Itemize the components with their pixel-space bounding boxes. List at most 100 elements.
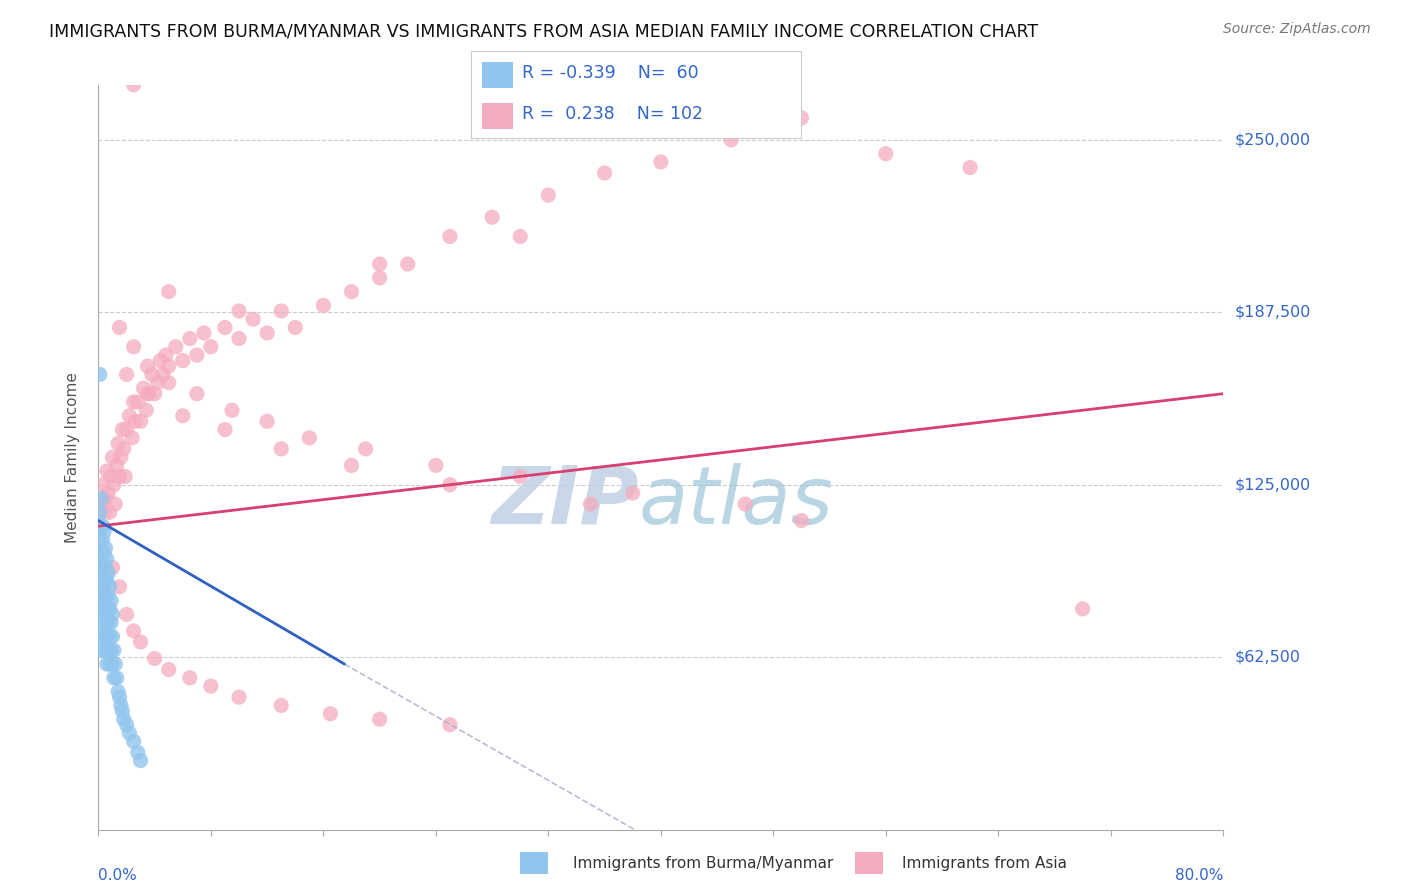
Point	[97, 566, 120, 580]
Point	[143, 651, 166, 665]
Point	[97, 615, 120, 630]
Point	[200, 340, 222, 354]
Point	[100, 615, 122, 630]
Point	[270, 442, 292, 456]
Point	[537, 188, 560, 202]
Point	[256, 326, 278, 340]
Point	[157, 376, 180, 390]
Point	[122, 395, 145, 409]
Point	[97, 588, 120, 602]
Point	[94, 588, 117, 602]
Point	[129, 754, 152, 768]
Point	[91, 615, 114, 630]
Point	[354, 442, 377, 456]
Point	[593, 166, 616, 180]
Point	[132, 381, 155, 395]
Point	[157, 285, 180, 299]
Point	[107, 436, 129, 450]
Point	[96, 464, 118, 478]
Point	[146, 376, 169, 390]
Text: atlas: atlas	[638, 463, 834, 541]
Point	[129, 635, 152, 649]
Point	[959, 161, 981, 175]
Point	[155, 348, 177, 362]
Point	[94, 541, 117, 556]
Point	[439, 717, 461, 731]
Point	[179, 671, 201, 685]
Point	[439, 477, 461, 491]
Point	[319, 706, 342, 721]
Point	[101, 450, 124, 464]
Point	[256, 414, 278, 428]
Point	[228, 332, 250, 346]
Point	[118, 726, 141, 740]
Point	[270, 304, 292, 318]
Point	[105, 671, 128, 685]
Point	[650, 155, 672, 169]
Text: $125,000: $125,000	[1234, 477, 1310, 492]
Point	[135, 403, 157, 417]
Point	[91, 477, 114, 491]
Point	[157, 663, 180, 677]
Point	[107, 684, 129, 698]
Point	[90, 574, 112, 589]
Point	[91, 643, 114, 657]
Point	[96, 630, 118, 644]
Point	[98, 630, 121, 644]
Point	[94, 560, 117, 574]
Point	[1071, 602, 1094, 616]
Point	[104, 497, 127, 511]
Text: $187,500: $187,500	[1234, 305, 1310, 320]
Text: IMMIGRANTS FROM BURMA/MYANMAR VS IMMIGRANTS FROM ASIA MEDIAN FAMILY INCOME CORRE: IMMIGRANTS FROM BURMA/MYANMAR VS IMMIGRA…	[49, 22, 1039, 40]
Point	[118, 409, 141, 423]
Point	[790, 514, 813, 528]
Point	[368, 270, 391, 285]
Point	[115, 423, 138, 437]
Point	[298, 431, 321, 445]
Point	[90, 491, 112, 506]
Point	[89, 505, 111, 519]
Point	[143, 386, 166, 401]
Point	[136, 359, 159, 373]
Text: ZIP: ZIP	[491, 463, 638, 541]
Point	[193, 326, 215, 340]
Point	[124, 414, 146, 428]
Point	[98, 602, 121, 616]
Point	[96, 574, 118, 589]
Point	[98, 657, 121, 671]
Text: R =  0.238    N= 102: R = 0.238 N= 102	[522, 105, 703, 123]
Point	[91, 588, 114, 602]
Point	[108, 320, 131, 334]
Point	[94, 643, 117, 657]
Point	[115, 717, 138, 731]
Point	[91, 519, 114, 533]
Point	[122, 734, 145, 748]
Point	[186, 386, 208, 401]
Point	[110, 450, 132, 464]
Point	[312, 298, 335, 312]
Point	[97, 643, 120, 657]
Text: $62,500: $62,500	[1234, 649, 1301, 665]
Point	[214, 423, 236, 437]
Point	[90, 519, 112, 533]
Point	[111, 423, 134, 437]
Point	[90, 630, 112, 644]
Point	[91, 560, 114, 574]
Point	[104, 657, 127, 671]
Point	[112, 442, 135, 456]
Point	[228, 690, 250, 705]
Point	[122, 78, 145, 92]
Point	[100, 593, 122, 607]
Point	[481, 210, 503, 224]
Point	[579, 497, 602, 511]
Point	[790, 111, 813, 125]
Point	[621, 486, 644, 500]
Point	[172, 409, 194, 423]
Point	[94, 491, 117, 506]
Point	[340, 458, 363, 473]
Point	[89, 560, 111, 574]
Point	[136, 386, 159, 401]
Point	[509, 229, 531, 244]
Text: 80.0%: 80.0%	[1175, 869, 1223, 883]
Point	[93, 630, 115, 644]
